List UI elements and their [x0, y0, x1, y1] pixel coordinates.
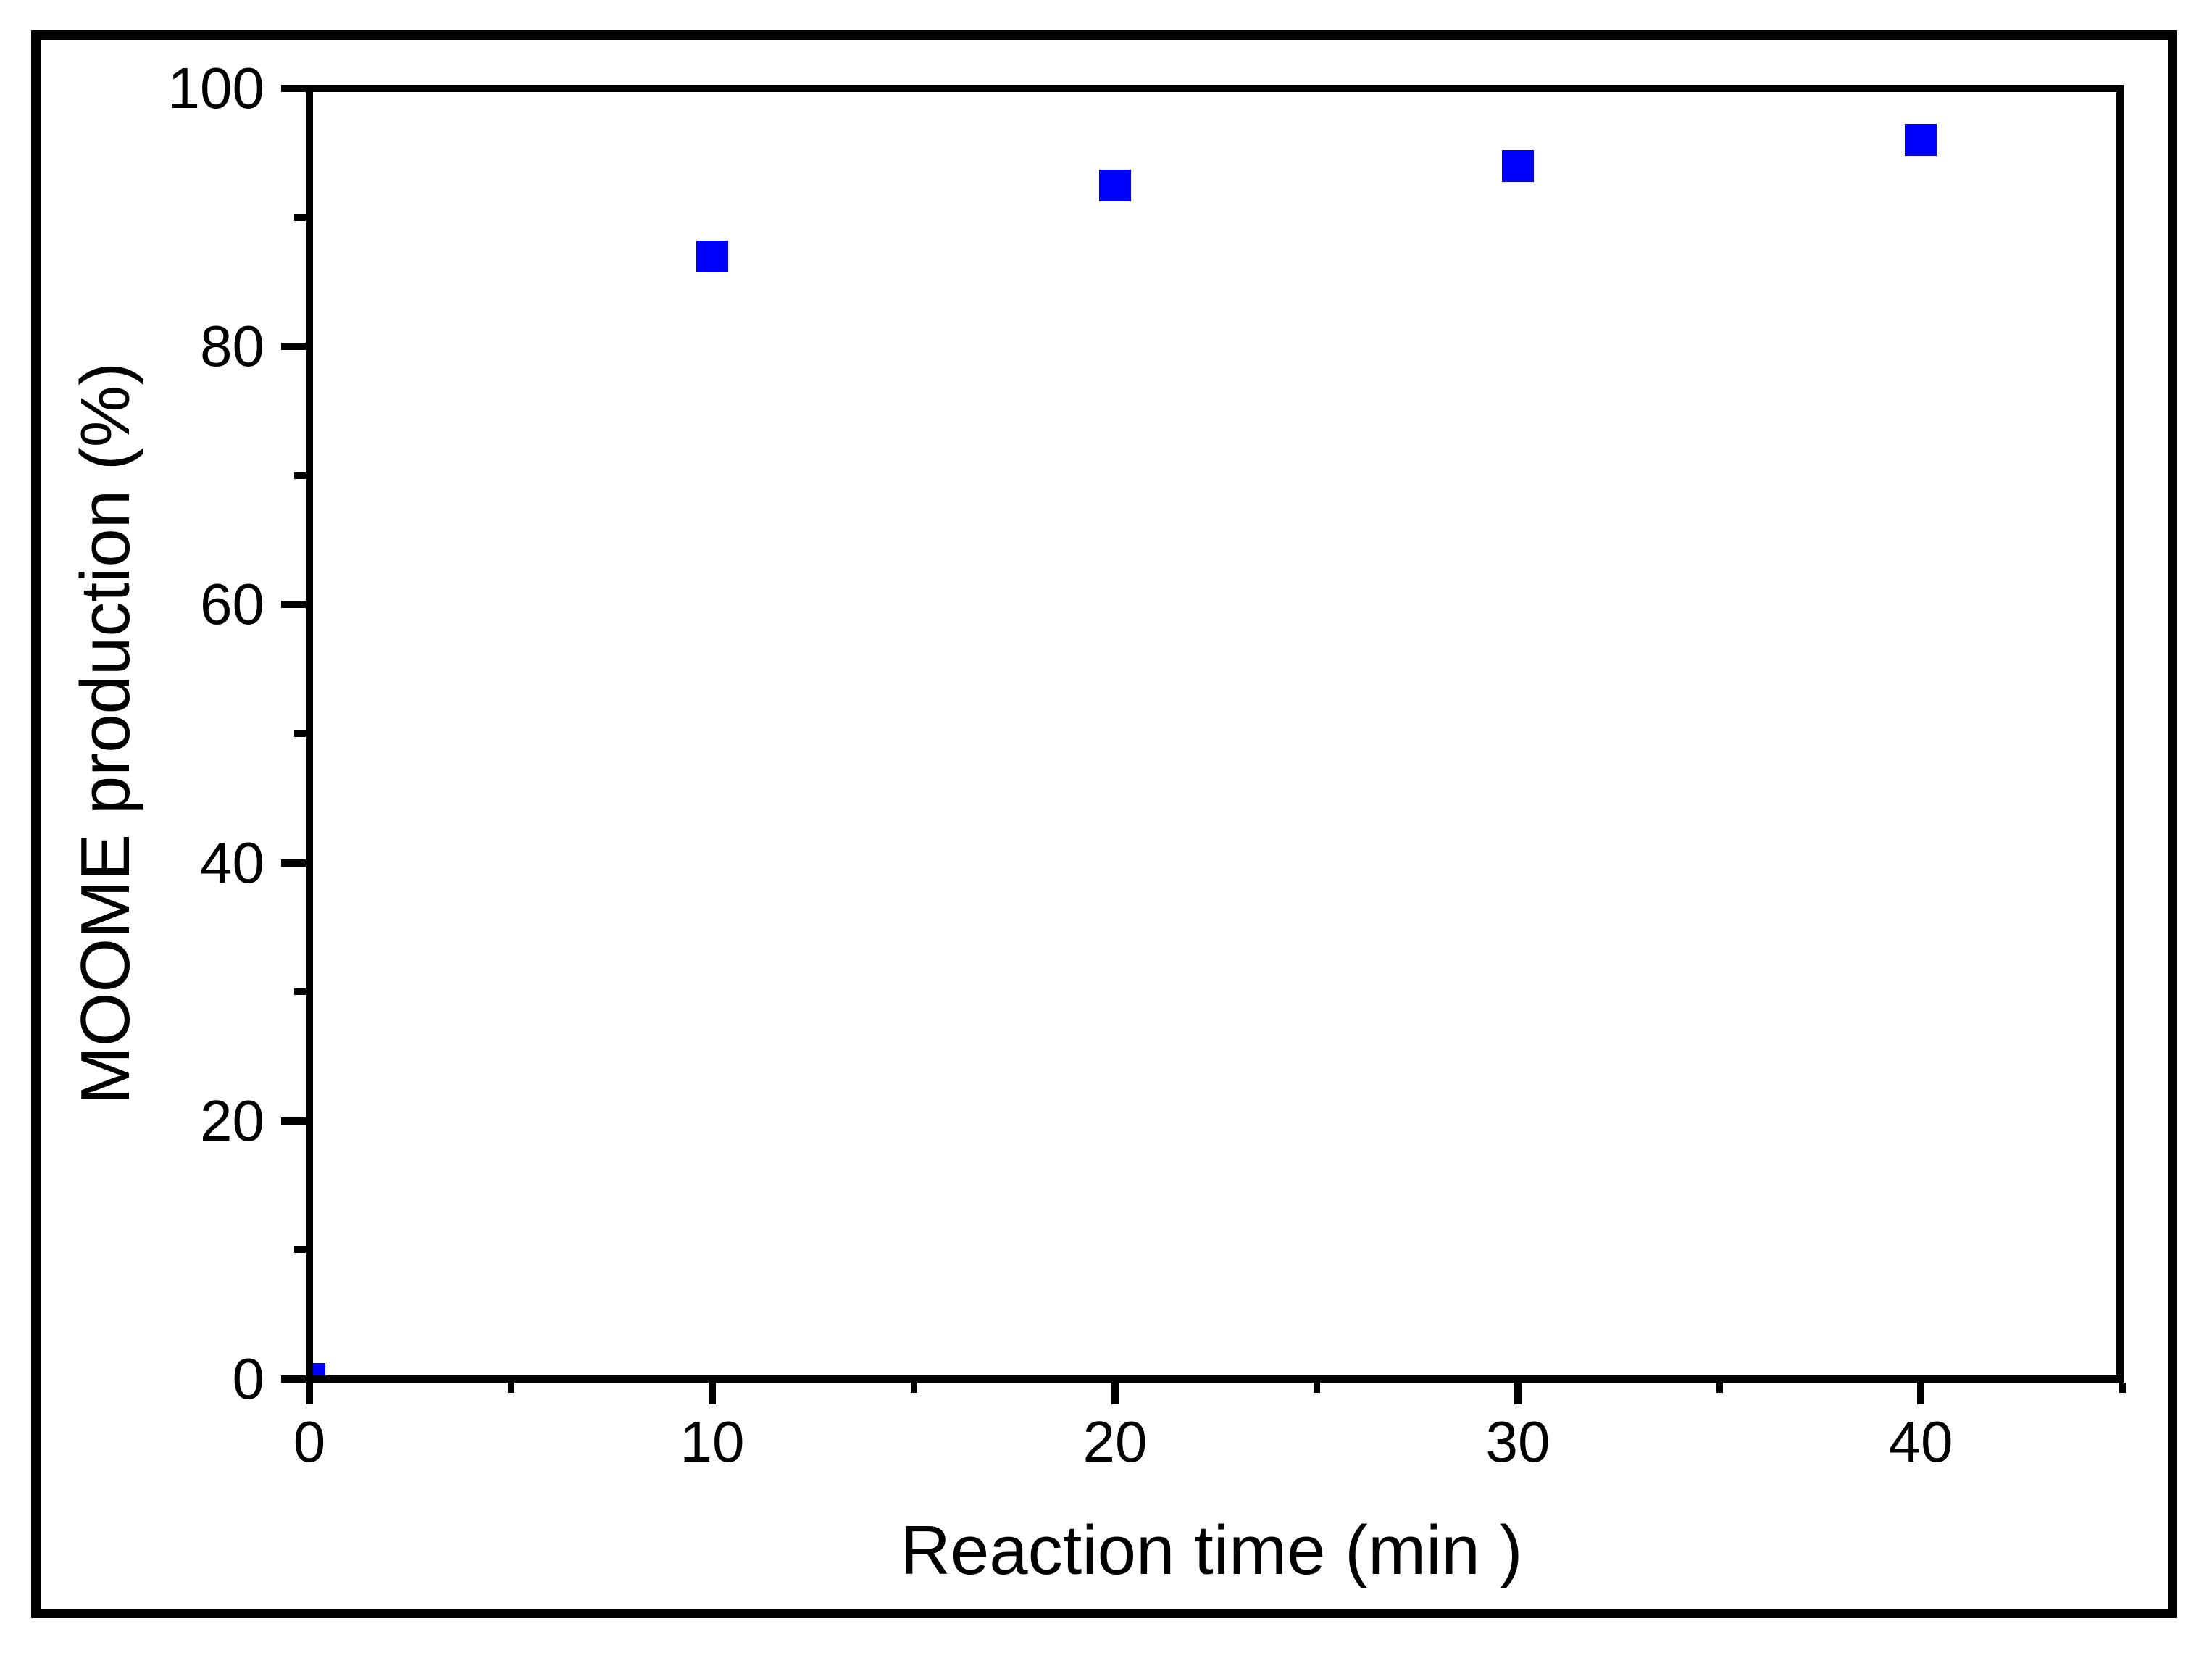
y-minor-tick	[294, 988, 306, 996]
y-minor-tick	[294, 472, 306, 479]
x-minor-tick	[1716, 1383, 1723, 1393]
x-minor-tick	[1313, 1383, 1320, 1393]
x-tick-label: 0	[293, 1409, 326, 1474]
y-major-tick	[281, 601, 306, 609]
data-points-layer	[313, 92, 2116, 1375]
x-major-tick	[709, 1383, 716, 1404]
y-tick-label: 80	[200, 314, 264, 379]
y-tick-label: 20	[200, 1088, 264, 1153]
y-minor-tick	[294, 730, 306, 737]
x-major-tick	[1514, 1383, 1522, 1404]
data-point	[313, 1363, 325, 1375]
x-axis-title: Reaction time (min )	[900, 1512, 1523, 1589]
y-tick-label: 40	[200, 830, 264, 895]
y-tick-label: 60	[200, 572, 264, 637]
y-major-tick	[281, 85, 306, 92]
x-tick-label: 10	[680, 1409, 745, 1474]
data-point	[696, 240, 728, 272]
x-minor-tick	[2119, 1383, 2126, 1393]
x-tick-label: 30	[1485, 1409, 1551, 1474]
x-tick-label: 40	[1888, 1409, 1953, 1474]
y-major-tick	[281, 1117, 306, 1125]
y-tick-label: 0	[232, 1346, 265, 1411]
y-minor-tick	[294, 214, 306, 221]
data-point	[1502, 149, 1534, 182]
y-minor-tick	[294, 1246, 306, 1254]
data-point	[1099, 169, 1131, 201]
x-major-tick	[1917, 1383, 1924, 1404]
y-major-tick	[281, 1375, 306, 1383]
x-minor-tick	[507, 1383, 514, 1393]
x-tick-label: 20	[1082, 1409, 1148, 1474]
y-major-tick	[281, 343, 306, 351]
y-major-tick	[281, 859, 306, 867]
x-minor-tick	[910, 1383, 917, 1393]
y-axis-title: MOOME production (%)	[67, 362, 144, 1105]
x-major-tick	[1111, 1383, 1119, 1404]
figure-border	[31, 30, 2177, 1618]
data-point	[1905, 124, 1937, 157]
y-tick-label: 100	[167, 56, 264, 120]
plot-area	[306, 85, 2124, 1383]
x-major-tick	[306, 1383, 313, 1404]
